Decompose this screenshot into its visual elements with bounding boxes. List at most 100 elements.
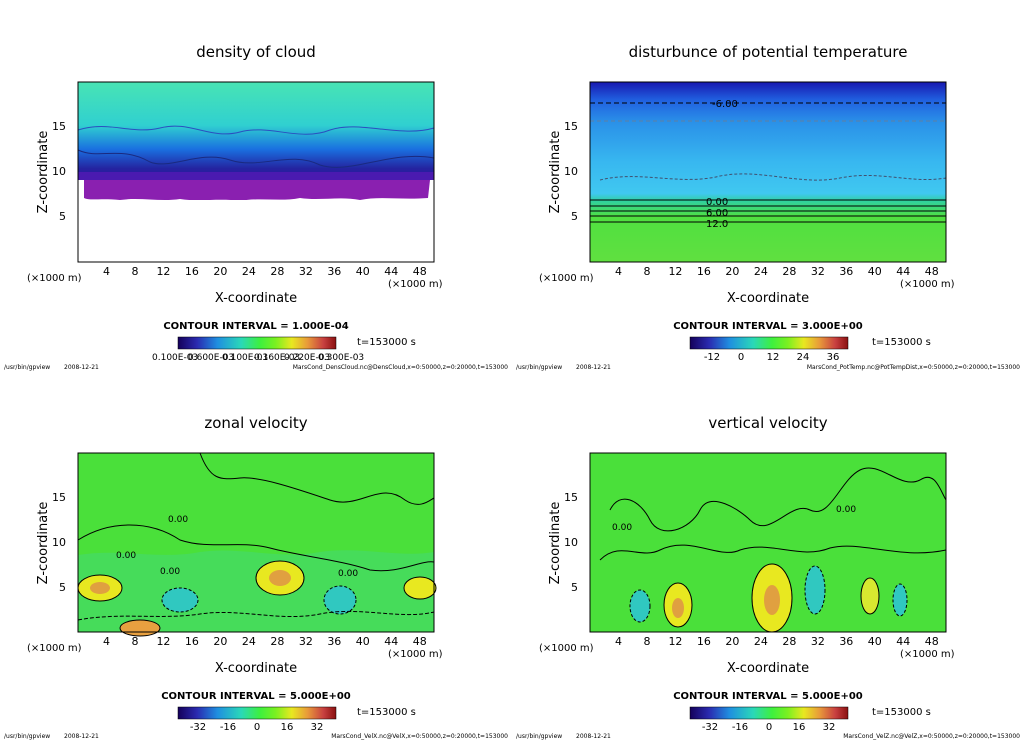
colorbar [689,706,849,720]
x-tick-label: 32 [811,265,825,278]
contour-label: 12.0 [706,219,728,230]
x-tick-label: 24 [754,265,768,278]
y-tick-label: 10 [564,536,578,549]
negative-cell [323,585,357,615]
x-tick-label: 44 [896,265,910,278]
colorbar-tick-label: 12 [767,352,780,363]
contour-label: 0.00 [116,551,136,561]
axes: 15 10 5 Z-coordinate (×1000 m) (×1000 m)… [539,491,955,676]
plot-area: 0.00 0.00 [589,452,947,633]
x-ticks: 4 8 12 16 20 24 28 32 36 40 44 48 [103,265,427,278]
colorbar-tick-label: 0 [254,722,260,733]
footer-source: MarsCond_VelZ.nc@VelZ,x=0:50000,z=0:2000… [843,733,1020,740]
footer-source: MarsCond_PotTemp.nc@PotTempDist,x=0:5000… [807,364,1020,371]
x-tick-label: 28 [270,635,284,648]
y-tick-label: 15 [564,491,578,504]
x-ticks: 4 8 12 16 20 24 28 32 36 40 44 48 [615,265,939,278]
colorbar [177,336,337,350]
contour-line [199,452,435,505]
panel-ptemp: disturbunce of potential temperature -6.… [516,43,1020,371]
x-tick-label: 44 [384,635,398,648]
x-ticks: 4 8 12 16 20 24 28 32 36 40 44 48 [615,635,939,648]
x-tick-label: 12 [668,635,682,648]
x-tick-label: 36 [839,635,853,648]
footer-path: /usr/bin/gpview [516,733,562,740]
panel-title: density of cloud [196,43,316,61]
y-tick-label: 10 [564,165,578,178]
y-tick-label: 15 [52,491,66,504]
x-unit-label-right: (×1000 m) [900,649,955,660]
x-tick-label: 44 [384,265,398,278]
contour-label: -6.00 [712,99,738,110]
contour-line [599,173,947,181]
plot-area: 0.00 0.00 0.00 0.00 [77,452,437,637]
ptemp-field [590,82,946,262]
x-tick-label: 16 [697,265,711,278]
contour-interval: CONTOUR INTERVAL = 3.000E+00 [673,321,863,332]
colorbar-tick-label: 0 [766,722,772,733]
x-ticks: 4 8 12 16 20 24 28 32 36 40 44 48 [103,635,427,648]
colorbar-tick-label: 0 [738,352,744,363]
panel-velx: zonal velocity 0.00 0.00 0.00 0.00 15 10… [4,414,508,740]
footer-date: 2008-12-21 [576,364,611,371]
contour-label: 0.00 [836,505,856,515]
x-tick-label: 20 [213,265,227,278]
plot-area [77,81,435,263]
contour-label: 0.00 [338,569,358,579]
cloud-free-region [78,200,434,262]
y-axis-label: Z-coordinate [548,131,563,214]
x-axis-label: X-coordinate [727,661,809,676]
x-tick-label: 40 [356,635,370,648]
contour-interval: CONTOUR INTERVAL = 5.000E+00 [673,691,863,702]
plot-frame [77,81,435,263]
colorbar-tick-label: -32 [190,722,206,733]
positive-core [269,570,291,586]
x-tick-label: 44 [896,635,910,648]
negative-cell [629,589,651,623]
panel-title: disturbunce of potential temperature [629,43,908,61]
x-tick-label: 4 [103,635,110,648]
x-tick-label: 20 [725,635,739,648]
axes: 15 10 5 Z-coordinate (×1000 m) (×1000 m)… [27,491,443,676]
footer-path: /usr/bin/gpview [4,364,50,371]
contour-label: 0.00 [612,523,632,533]
positive-core [672,598,684,618]
x-tick-label: 48 [925,635,939,648]
x-tick-label: 24 [242,265,256,278]
colorbar-tick-label: 36 [827,352,840,363]
colorbar-tick-label: 24 [797,352,810,363]
colorbar-block: CONTOUR INTERVAL = 1.000E-04 t=153000 s … [152,321,416,363]
time-label: t=153000 s [872,707,931,718]
colorbar-tick-label: 0.160E-03 [254,353,300,363]
x-tick-label: 24 [754,635,768,648]
colorbar-tick-label: -32 [702,722,718,733]
axes: 15 10 5 Z-coordinate (×1000 m) (×1000 m)… [539,120,955,306]
x-tick-label: 8 [131,265,138,278]
y-tick-label: 10 [52,536,66,549]
colorbar-tick-label: 16 [281,722,294,733]
colorbar-tick-label: 0.600E-03 [188,353,234,363]
footer-date: 2008-12-21 [576,733,611,740]
x-unit-label: (×1000 m) [27,643,82,654]
x-unit-label: (×1000 m) [27,273,82,284]
x-tick-label: 40 [868,635,882,648]
colorbar-tick-label: 32 [823,722,836,733]
x-tick-label: 4 [615,635,622,648]
footer-source: MarsCond_VelX.nc@VelX,x=0:50000,z=0:2000… [331,733,508,740]
plot-frame [589,452,947,633]
x-unit-label-right: (×1000 m) [388,649,443,660]
colorbar-tick-label: -12 [704,352,720,363]
x-tick-label: 16 [185,265,199,278]
y-tick-label: 10 [52,165,66,178]
colorbar-tick-label: -16 [220,722,236,733]
shear-region [78,550,434,632]
colorbar-tick-label: 0.220E-03 [284,353,330,363]
contour-interval: CONTOUR INTERVAL = 5.000E+00 [161,691,351,702]
x-tick-label: 36 [327,265,341,278]
x-tick-label: 40 [356,265,370,278]
x-tick-label: 4 [615,265,622,278]
y-tick-label: 15 [564,120,578,133]
panel-cloud: density of cloud 15 10 5 Z-coordinate (×… [4,43,508,371]
footer-path: /usr/bin/gpview [516,364,562,371]
y-tick-label: 5 [59,581,66,594]
